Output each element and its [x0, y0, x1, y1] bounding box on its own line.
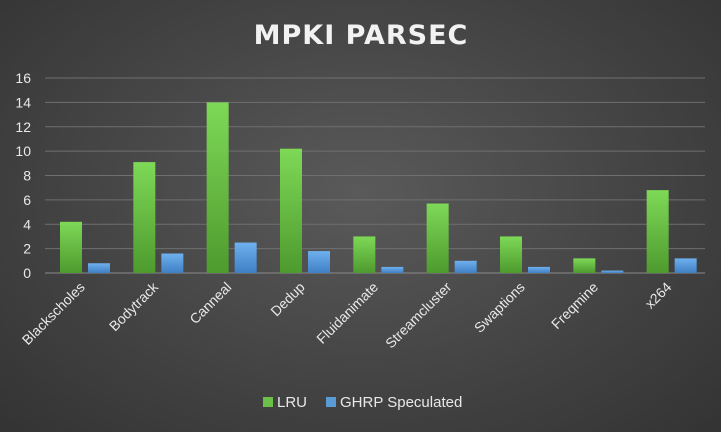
x-tick-label: Streamcluster [382, 279, 455, 352]
bar-lru-streamcluster [426, 203, 449, 273]
x-tick-label: Swaptions [471, 279, 528, 336]
x-tick-label: Freqmine [548, 279, 601, 332]
y-tick-label: 4 [23, 216, 31, 232]
bar-lru-fluidanimate [353, 236, 376, 273]
bar-lru-bodytrack [133, 162, 156, 273]
x-tick-label: x264 [642, 279, 675, 312]
y-tick-label: 8 [23, 168, 31, 184]
x-tick-label: Blackscholes [19, 279, 88, 348]
x-tick-label: Canneal [186, 279, 234, 327]
bar-ghrp-dedup [308, 251, 330, 273]
x-tick-label: Dedup [267, 279, 308, 320]
bar-lru-x264 [646, 190, 669, 273]
legend-label: LRU [277, 394, 307, 411]
bar-ghrp-fluidanimate [381, 266, 404, 273]
bar-ghrp-x264 [674, 258, 697, 273]
y-tick-label: 10 [15, 143, 31, 159]
x-axis-ticks: Blackscholes Bodytrack Canneal Dedup Fluidan… [19, 278, 675, 351]
y-tick-label: 2 [23, 241, 31, 257]
bar-lru-canneal [206, 102, 229, 273]
y-tick-label: 16 [15, 70, 31, 86]
y-tick-label: 6 [23, 192, 31, 208]
y-tick-label: 14 [15, 94, 31, 110]
bar-ghrp-canneal [234, 242, 257, 273]
legend-swatch [263, 397, 273, 407]
bars [60, 102, 697, 273]
bar-lru-swaptions [500, 236, 522, 273]
bar-ghrp-bodytrack [161, 253, 184, 273]
bar-ghrp-streamcluster [454, 260, 477, 273]
bar-lru-blackscholes [60, 221, 82, 273]
bar-lru-dedup [280, 148, 302, 273]
y-tick-label: 12 [15, 119, 31, 135]
bar-ghrp-freqmine [601, 270, 624, 273]
y-axis-ticks: 0 2 4 6 8 10 12 14 16 [15, 70, 31, 281]
bar-ghrp-swaptions [528, 266, 550, 273]
x-tick-label: Fluidanimate [313, 279, 381, 347]
legend-swatch [326, 397, 336, 407]
x-tick-label: Bodytrack [106, 278, 162, 334]
bar-lru-freqmine [573, 258, 596, 273]
chart-title: MPKI PARSEC [254, 20, 469, 51]
legend-label: GHRP Speculated [340, 394, 462, 411]
legend: LRU GHRP Speculated [263, 394, 462, 411]
bar-ghrp-blackscholes [88, 263, 110, 273]
y-tick-label: 0 [23, 265, 31, 281]
